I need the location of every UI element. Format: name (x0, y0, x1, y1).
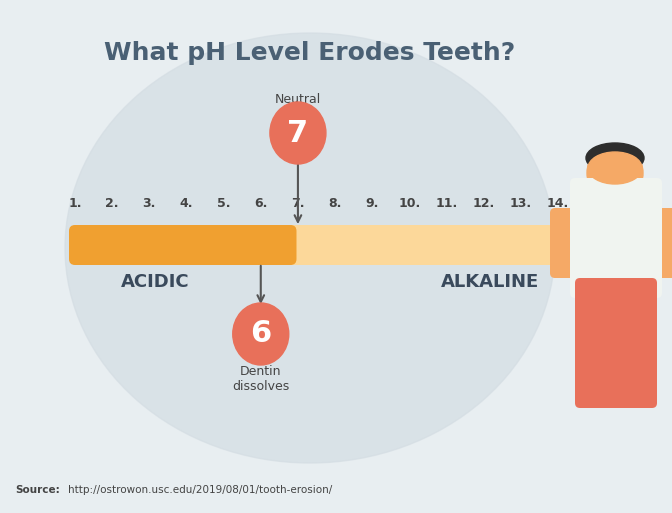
Text: 12.: 12. (472, 197, 495, 210)
Text: 3.: 3. (142, 197, 156, 210)
Text: 7: 7 (288, 119, 308, 148)
Ellipse shape (233, 303, 289, 365)
Text: Source:: Source: (15, 485, 60, 495)
FancyBboxPatch shape (550, 208, 585, 278)
FancyBboxPatch shape (570, 178, 662, 298)
Text: 2.: 2. (106, 197, 119, 210)
Text: 1.: 1. (69, 197, 82, 210)
Text: http://ostrowon.usc.edu/2019/08/01/tooth-erosion/: http://ostrowon.usc.edu/2019/08/01/tooth… (68, 485, 332, 495)
Text: 13.: 13. (510, 197, 532, 210)
Ellipse shape (588, 152, 642, 184)
Text: ACIDIC: ACIDIC (121, 273, 190, 291)
Circle shape (272, 107, 324, 159)
Text: Dentin
dissolves: Dentin dissolves (232, 365, 290, 393)
Text: ALKALINE: ALKALINE (441, 273, 539, 291)
Text: 6: 6 (250, 320, 271, 348)
Ellipse shape (65, 33, 555, 463)
Text: 11.: 11. (435, 197, 458, 210)
FancyBboxPatch shape (69, 225, 296, 265)
FancyBboxPatch shape (284, 225, 564, 265)
Text: 6.: 6. (254, 197, 267, 210)
Text: 7.: 7. (291, 197, 304, 210)
Circle shape (587, 145, 643, 201)
Ellipse shape (270, 102, 326, 164)
Text: 9.: 9. (366, 197, 379, 210)
Ellipse shape (586, 143, 644, 173)
Text: What pH Level Erodes Teeth?: What pH Level Erodes Teeth? (104, 41, 515, 65)
Text: 4.: 4. (179, 197, 194, 210)
Text: 10.: 10. (398, 197, 421, 210)
Text: Neutral
pH: Neutral pH (275, 93, 321, 121)
FancyBboxPatch shape (647, 208, 672, 278)
Text: 5.: 5. (217, 197, 230, 210)
Text: 14.: 14. (547, 197, 569, 210)
Text: 8.: 8. (329, 197, 342, 210)
FancyBboxPatch shape (575, 278, 657, 408)
